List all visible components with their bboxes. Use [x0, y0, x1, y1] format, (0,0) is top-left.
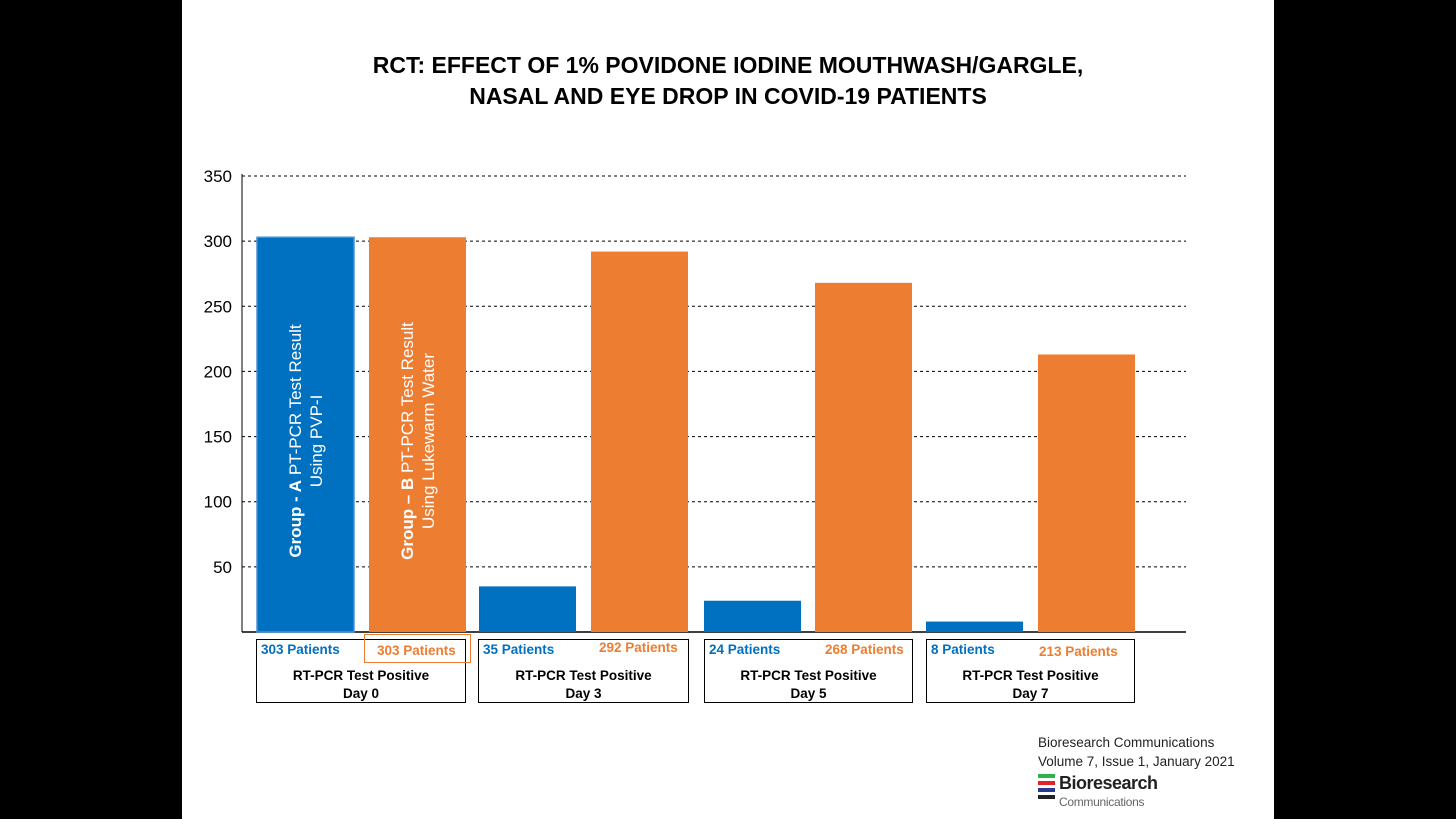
group-b-patient-count: 213 Patients: [1039, 644, 1118, 659]
bar-group-a-day-7: [926, 621, 1023, 632]
category-label-line-1: RT-PCR Test Positive: [740, 668, 877, 683]
y-tick-label: 50: [213, 558, 232, 577]
logo-sub: Communications: [1059, 795, 1145, 809]
category-label-day: Day 7: [1012, 686, 1049, 701]
category-label: RT-PCR Test Positive Day 3: [479, 667, 688, 703]
highlight-frame: [364, 634, 471, 663]
group-a-patient-count: 35 Patients: [483, 642, 555, 657]
group-a-patient-count: 8 Patients: [931, 642, 995, 657]
bar-group-a-day-5: [704, 600, 801, 632]
bar-group-a-day-0: [256, 236, 355, 633]
category-label-day: Day 0: [342, 686, 380, 701]
chart-title-line-2: NASAL AND EYE DROP IN COVID-19 PATIENTS: [469, 83, 987, 109]
bar-label-group-a: Group - A PT-PCR Test Result Using PVP-I: [286, 324, 326, 558]
bar-label-group-b: Group – B PT-PCR Test Result Using Lukewa…: [398, 322, 438, 560]
category-label-line-1: RT-PCR Test Positive: [515, 668, 652, 683]
category-label-day: Day 3: [565, 686, 602, 701]
bar-group-b-day-5: [815, 282, 912, 632]
group-b-patient-count: 292 Patients: [599, 640, 678, 655]
category-label-line-1: RT-PCR Test Positive: [962, 668, 1099, 683]
source-journal: Bioresearch Communications: [1038, 735, 1215, 750]
category-box-day-3: 35 Patients 292 Patients RT-PCR Test Posit…: [478, 639, 689, 703]
category-label: RT-PCR Test Positive Day 7: [927, 667, 1134, 703]
category-label-day: Day 5: [790, 686, 827, 701]
source-volume: Volume 7, Issue 1, January 2021: [1038, 754, 1235, 769]
y-tick-label: 150: [204, 428, 232, 447]
bar-group-b-day-7: [1038, 354, 1135, 632]
y-tick-label: 300: [204, 232, 232, 251]
category-label: RT-PCR Test Positive Day 5: [705, 667, 912, 703]
chart-title-line-1: RCT: EFFECT OF 1% POVIDONE IODINE MOUTHW…: [372, 52, 1084, 78]
y-tick-label: 350: [204, 167, 232, 186]
source-citation: Bioresearch Communications Volume 7, Iss…: [1038, 733, 1235, 771]
category-box-day-0: 303 Patients 303 Patients RT-PCR Test Posi…: [256, 639, 466, 703]
category-box-day-7: 8 Patients 213 Patients RT-PCR Test Positi…: [926, 639, 1135, 703]
category-label-line-1: RT-PCR Test Positive: [292, 668, 430, 683]
bar-group-b-day-0: [369, 237, 466, 632]
chart-title: RCT: EFFECT OF 1% POVIDONE IODINE MOUTHW…: [182, 50, 1274, 112]
logo-bars-icon: [1038, 774, 1055, 802]
category-label: RT-PCR Test Positive Day 0: [257, 667, 465, 703]
y-tick-label: 100: [204, 493, 232, 512]
group-a-patient-count: 24 Patients: [709, 642, 781, 657]
logo-name: Bioresearch: [1059, 773, 1158, 793]
group-b-patient-count: 303 Patients: [377, 643, 456, 658]
bar-group-b-day-3: [591, 251, 688, 632]
group-b-patient-count: 268 Patients: [825, 642, 904, 657]
y-tick-label: 200: [204, 362, 232, 381]
bar-group-a-day-3: [479, 586, 576, 632]
category-box-day-5: 24 Patients 268 Patients RT-PCR Test Posit…: [704, 639, 913, 703]
bioresearch-logo: Bioresearch Communications: [1038, 773, 1158, 813]
y-tick-label: 250: [204, 297, 232, 316]
group-a-patient-count: 303 Patients: [261, 642, 340, 657]
